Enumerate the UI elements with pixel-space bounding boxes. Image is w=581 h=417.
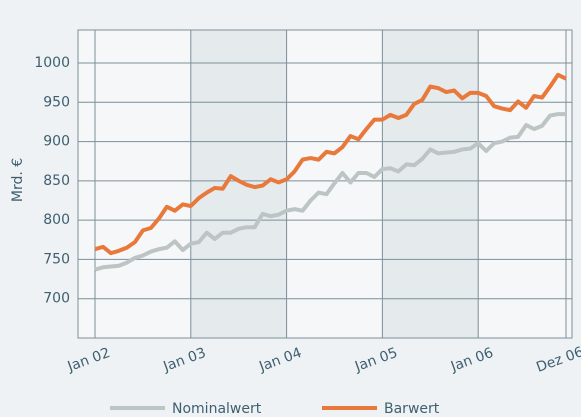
y-tick-label: 700	[43, 291, 70, 307]
plot-area	[77, 29, 573, 339]
plot-frame	[77, 29, 573, 339]
y-tick-label: 950	[43, 94, 70, 110]
y-axis-label: Mrd. €	[10, 158, 26, 202]
line-series	[94, 72, 567, 256]
year-band	[382, 30, 479, 338]
legend-label: Barwert	[384, 401, 440, 417]
y-tick-label: 900	[43, 134, 70, 150]
y-tick-label: 1000	[34, 55, 70, 71]
y-tick-label: 750	[43, 251, 70, 267]
year-band	[190, 30, 287, 338]
legend-label: Nominalwert	[172, 401, 262, 417]
y-tick-label: 850	[43, 173, 70, 189]
y-tick-label: 800	[43, 212, 70, 228]
line-series	[94, 112, 566, 272]
